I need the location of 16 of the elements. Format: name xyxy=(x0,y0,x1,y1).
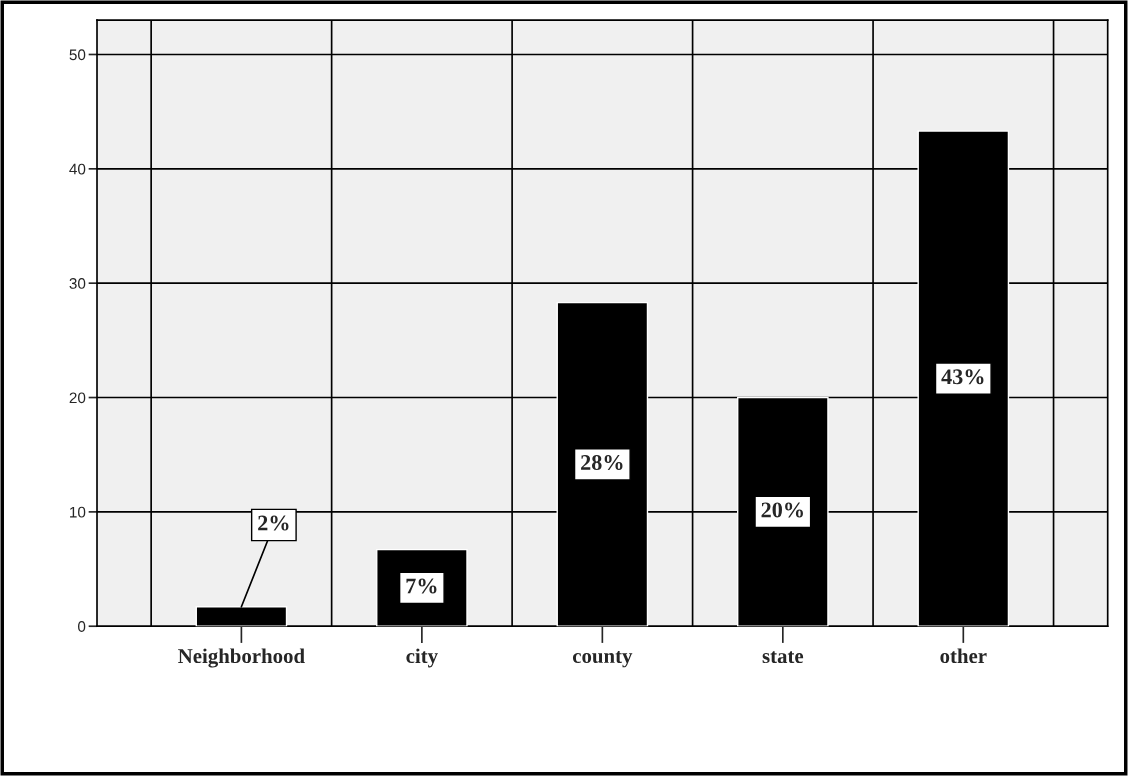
x-tick-label: city xyxy=(406,648,438,668)
y-tick-label: 50 xyxy=(69,49,86,61)
y-tick-label: 30 xyxy=(69,278,86,289)
data-label: 28% xyxy=(581,454,623,471)
y-tick-label: 0 xyxy=(78,621,86,632)
data-label: 7% xyxy=(406,578,437,594)
data-label: 2% xyxy=(258,515,289,531)
x-tick-label: Neighborhood xyxy=(178,648,305,668)
x-tick-label: county xyxy=(572,651,633,668)
x-tick-label: other xyxy=(940,648,987,664)
y-tick-label: 20 xyxy=(69,392,86,404)
data-label: 43% xyxy=(941,369,984,385)
x-tick-label: state xyxy=(762,651,804,664)
y-tick-label: 10 xyxy=(70,506,86,518)
y-tick-label: 40 xyxy=(69,163,86,175)
data-label: 20% xyxy=(761,502,803,518)
